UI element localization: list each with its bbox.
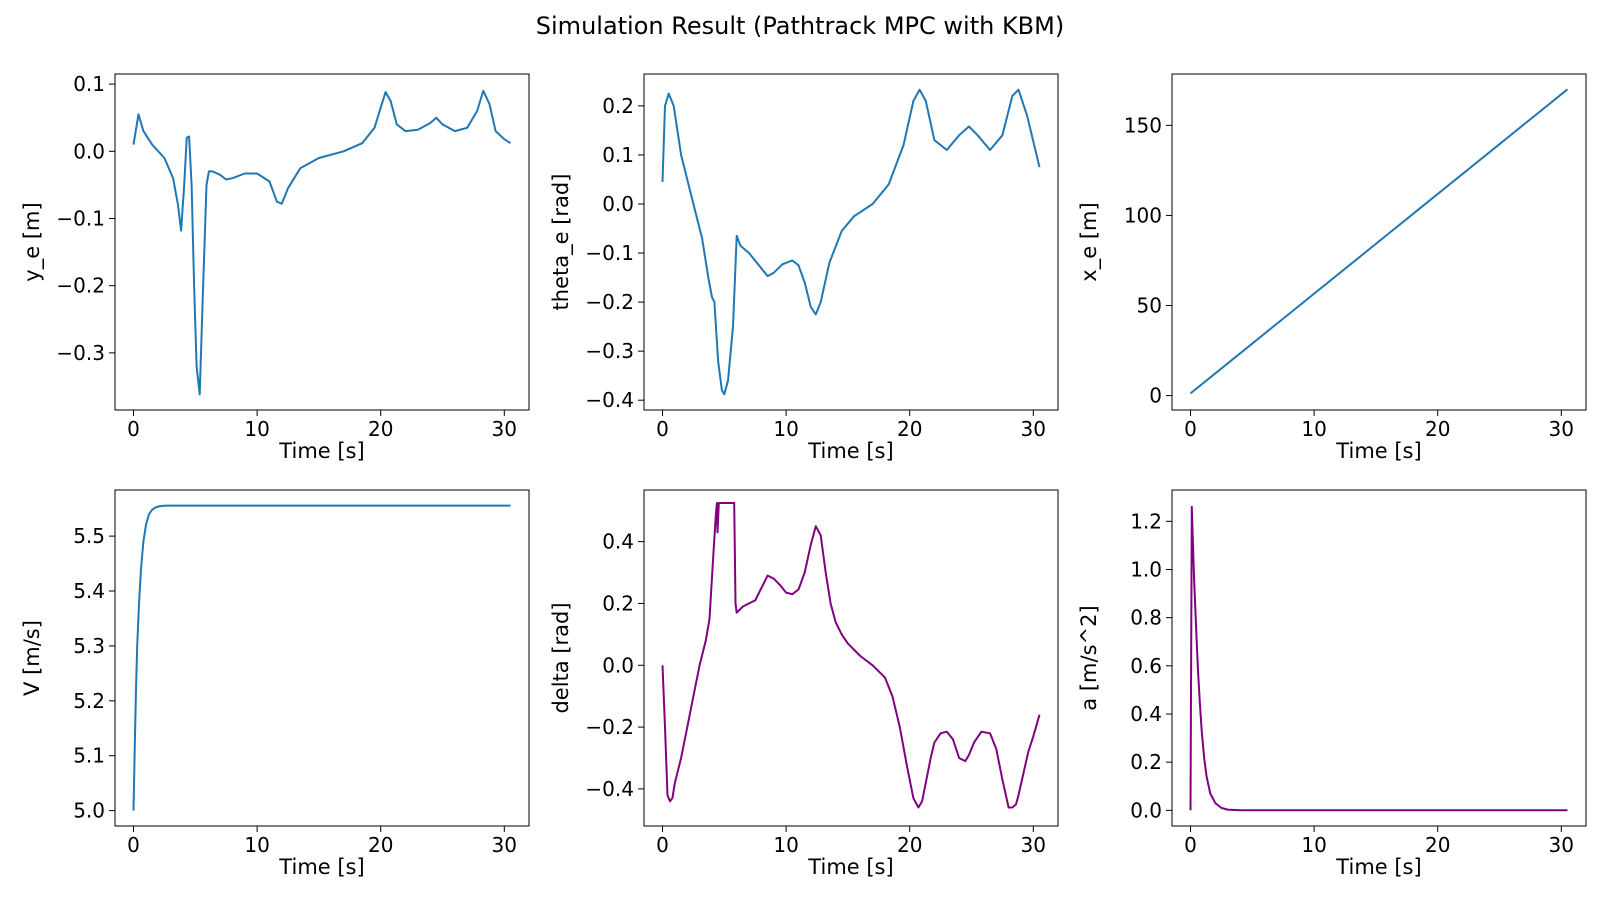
chart-5-xtick-label-0: 0 bbox=[656, 833, 669, 857]
chart-5-series-line bbox=[661, 502, 1041, 809]
chart-1-ylabel: y_e [m] bbox=[20, 202, 45, 281]
chart-5-frame bbox=[643, 489, 1059, 827]
chart-4-ytick-label-2: 5.3 bbox=[73, 634, 105, 658]
chart-1-xtick-label-1: 10 bbox=[244, 417, 269, 441]
chart-3-ytick-label-1: 100 bbox=[1124, 203, 1162, 227]
chart-1-ytick-label-1: 0.0 bbox=[73, 139, 105, 163]
chart-2-ylabel: theta_e [rad] bbox=[549, 174, 574, 311]
chart-2-xlabel: Time [s] bbox=[807, 439, 893, 463]
chart-3-frame bbox=[1171, 73, 1587, 411]
chart-5-ytick-label-0: 0.4 bbox=[602, 530, 634, 554]
chart-2-ytick-label-2: 0.0 bbox=[602, 192, 634, 216]
chart-3-xtick-label-2: 20 bbox=[1425, 417, 1450, 441]
chart-2-ytick-label-5: −0.3 bbox=[585, 339, 634, 363]
chart-5-ylabel: delta [rad] bbox=[549, 602, 573, 713]
chart-5-ytick-label-3: −0.2 bbox=[585, 715, 634, 739]
chart-1-ytick-label-0: 0.1 bbox=[73, 72, 105, 96]
chart-3-xtick-label-0: 0 bbox=[1184, 417, 1197, 441]
chart-5-ytick-label-4: −0.4 bbox=[585, 777, 634, 801]
chart-4-xlabel: Time [s] bbox=[278, 855, 364, 879]
chart-5-xtick-label-1: 10 bbox=[773, 833, 798, 857]
chart-4-ytick-label-3: 5.2 bbox=[73, 689, 105, 713]
chart-3-ytick-label-0: 150 bbox=[1124, 113, 1162, 137]
chart-1-ytick-label-3: −0.2 bbox=[56, 274, 105, 298]
chart-1-series-line bbox=[132, 89, 512, 396]
chart-4-xtick-label-1: 10 bbox=[244, 833, 269, 857]
chart-5-xtick-label-2: 20 bbox=[897, 833, 922, 857]
chart-2-ytick-label-4: −0.2 bbox=[585, 290, 634, 314]
chart-3-xtick-label-3: 30 bbox=[1549, 417, 1574, 441]
chart-6-ytick-label-1: 1.0 bbox=[1130, 557, 1162, 581]
chart-4-ytick-label-1: 5.4 bbox=[73, 579, 105, 603]
chart-3-ylabel: x_e [m] bbox=[1077, 202, 1102, 281]
chart-2-ytick-label-1: 0.1 bbox=[602, 143, 634, 167]
chart-1-ytick-label-2: −0.1 bbox=[56, 206, 105, 230]
chart-4-xtick-label-0: 0 bbox=[127, 833, 140, 857]
chart-5-ytick-label-2: 0.0 bbox=[602, 653, 634, 677]
chart-2-xtick-label-0: 0 bbox=[656, 417, 669, 441]
chart-2-ytick-label-3: −0.1 bbox=[585, 241, 634, 265]
chart-6-xtick-label-2: 20 bbox=[1425, 833, 1450, 857]
chart-1-xtick-label-3: 30 bbox=[492, 417, 517, 441]
chart-6-ytick-label-2: 0.8 bbox=[1130, 606, 1162, 630]
chart-1-frame bbox=[114, 73, 530, 411]
chart-6-ytick-label-5: 0.2 bbox=[1130, 750, 1162, 774]
chart-2-xtick-label-3: 30 bbox=[1021, 417, 1046, 441]
chart-6-ylabel: a [m/s^2] bbox=[1077, 605, 1101, 710]
chart-6-series-line bbox=[1189, 505, 1568, 812]
chart-3-xtick-label-1: 10 bbox=[1301, 417, 1326, 441]
figure-title: Simulation Result (Pathtrack MPC with KB… bbox=[535, 12, 1065, 40]
chart-1-xtick-label-0: 0 bbox=[127, 417, 140, 441]
chart-2-xtick-label-1: 10 bbox=[773, 417, 798, 441]
chart-6-ytick-label-3: 0.6 bbox=[1130, 654, 1162, 678]
chart-4-ytick-label-0: 5.5 bbox=[73, 524, 105, 548]
chart-1-xtick-label-2: 20 bbox=[368, 417, 393, 441]
chart-6-ytick-label-4: 0.4 bbox=[1130, 702, 1162, 726]
chart-4-xtick-label-2: 20 bbox=[368, 833, 393, 857]
chart-4-frame bbox=[114, 489, 530, 827]
chart-6-xtick-label-0: 0 bbox=[1184, 833, 1197, 857]
chart-3-xlabel: Time [s] bbox=[1335, 439, 1421, 463]
chart-4-series-line bbox=[132, 504, 511, 811]
chart-2-series-line bbox=[661, 88, 1041, 396]
chart-4-ytick-label-4: 5.1 bbox=[73, 744, 105, 768]
chart-2-ytick-label-6: −0.4 bbox=[585, 388, 634, 412]
chart-6-xtick-label-3: 30 bbox=[1549, 833, 1574, 857]
chart-3-ytick-label-2: 50 bbox=[1137, 294, 1162, 318]
chart-6-xtick-label-1: 10 bbox=[1301, 833, 1326, 857]
chart-2-xtick-label-2: 20 bbox=[897, 417, 922, 441]
chart-4-ylabel: V [m/s] bbox=[20, 620, 44, 696]
chart-6-xlabel: Time [s] bbox=[1335, 855, 1421, 879]
chart-6-ytick-label-0: 1.2 bbox=[1130, 509, 1162, 533]
chart-5-xlabel: Time [s] bbox=[807, 855, 893, 879]
chart-4-ytick-label-5: 5.0 bbox=[73, 799, 105, 823]
chart-6-frame bbox=[1171, 489, 1587, 827]
chart-3-series-line bbox=[1189, 88, 1569, 395]
chart-5-xtick-label-3: 30 bbox=[1021, 833, 1046, 857]
chart-1-ytick-label-4: −0.3 bbox=[56, 341, 105, 365]
chart-2-frame bbox=[643, 73, 1059, 411]
chart-5-ytick-label-1: 0.2 bbox=[602, 591, 634, 615]
chart-2-ytick-label-0: 0.2 bbox=[602, 94, 634, 118]
chart-1-xlabel: Time [s] bbox=[278, 439, 364, 463]
chart-3-ytick-label-3: 0 bbox=[1149, 384, 1162, 408]
chart-6-ytick-label-6: 0.0 bbox=[1130, 798, 1162, 822]
chart-4-xtick-label-3: 30 bbox=[492, 833, 517, 857]
